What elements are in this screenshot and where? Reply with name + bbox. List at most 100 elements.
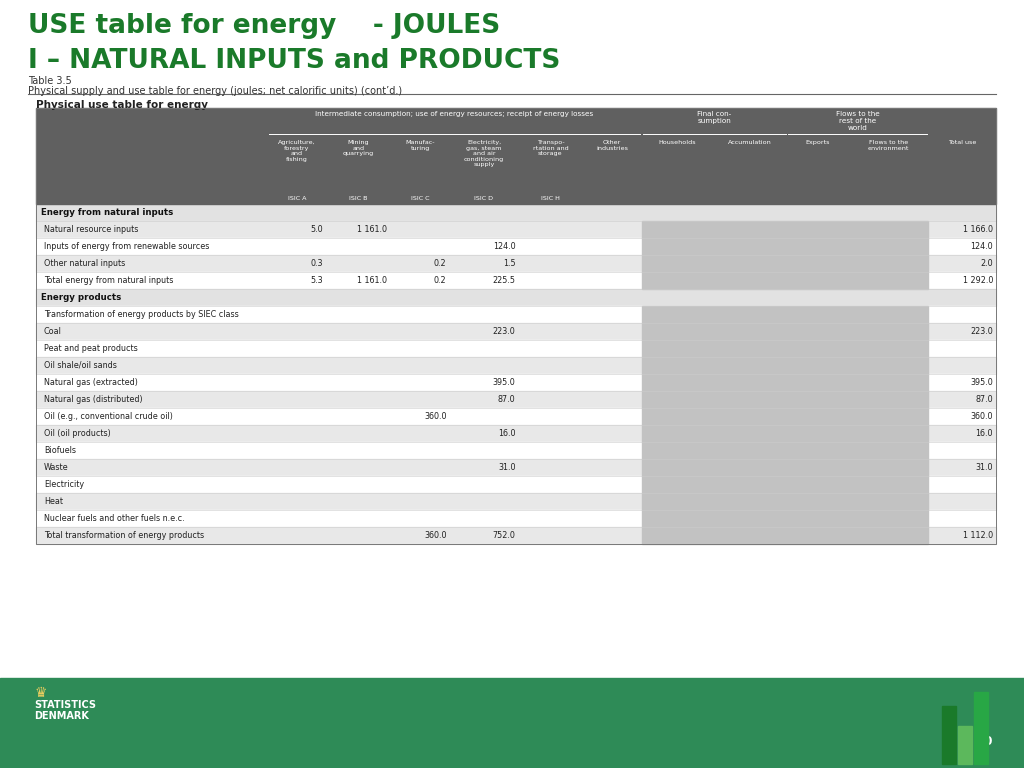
Text: Households: Households xyxy=(658,140,696,145)
Bar xyxy=(642,255,929,272)
Bar xyxy=(36,357,996,374)
Text: 223.0: 223.0 xyxy=(971,327,993,336)
Text: Electricity,
gas, steam
and air
conditioning
supply: Electricity, gas, steam and air conditio… xyxy=(464,140,504,167)
Text: 31.0: 31.0 xyxy=(976,463,993,472)
Text: Other
industries: Other industries xyxy=(596,140,628,151)
Text: 124.0: 124.0 xyxy=(971,242,993,251)
Bar xyxy=(642,323,929,340)
Text: I – NATURAL INPUTS and PRODUCTS: I – NATURAL INPUTS and PRODUCTS xyxy=(28,48,560,74)
Text: 752.0: 752.0 xyxy=(493,531,515,540)
Text: STATISTICS: STATISTICS xyxy=(34,700,96,710)
Text: Total use: Total use xyxy=(948,140,976,145)
Bar xyxy=(974,692,988,764)
Bar xyxy=(642,306,929,323)
Text: 360.0: 360.0 xyxy=(424,412,446,421)
Bar xyxy=(36,459,996,476)
Text: Energy products: Energy products xyxy=(41,293,121,302)
Text: Other natural inputs: Other natural inputs xyxy=(44,259,125,268)
Text: Table 3.5: Table 3.5 xyxy=(28,76,72,86)
Text: Flows to the
rest of the
world: Flows to the rest of the world xyxy=(836,111,880,131)
Text: Nuclear fuels and other fuels n.e.c.: Nuclear fuels and other fuels n.e.c. xyxy=(44,514,184,523)
Text: Physical supply and use table for energy (joules; net calorific units) (cont’d.): Physical supply and use table for energy… xyxy=(28,86,402,96)
Bar xyxy=(642,527,929,544)
Bar xyxy=(36,255,996,272)
Text: 1 161.0: 1 161.0 xyxy=(357,225,387,234)
Text: Intermediate consumption; use of energy resources; receipt of energy losses: Intermediate consumption; use of energy … xyxy=(315,111,594,117)
Bar xyxy=(36,108,996,544)
Text: Mining
and
quarrying: Mining and quarrying xyxy=(343,140,374,156)
Text: 87.0: 87.0 xyxy=(976,395,993,404)
Text: Physical use table for energy: Physical use table for energy xyxy=(36,100,208,110)
Text: 1 166.0: 1 166.0 xyxy=(963,225,993,234)
Bar xyxy=(36,527,996,544)
Bar xyxy=(36,425,996,442)
Text: ISIC A: ISIC A xyxy=(288,196,306,201)
Text: 0.3: 0.3 xyxy=(311,259,324,268)
Text: 124.0: 124.0 xyxy=(493,242,515,251)
Text: Manufac-
turing: Manufac- turing xyxy=(406,140,435,151)
Bar xyxy=(36,204,996,221)
Text: 10: 10 xyxy=(976,735,993,748)
Text: 16.0: 16.0 xyxy=(976,429,993,438)
Text: Oil (oil products): Oil (oil products) xyxy=(44,429,111,438)
Bar xyxy=(36,493,996,510)
Bar xyxy=(642,442,929,459)
Text: Coal: Coal xyxy=(44,327,61,336)
Text: Total energy from natural inputs: Total energy from natural inputs xyxy=(44,276,173,285)
Text: DENMARK: DENMARK xyxy=(34,711,89,721)
Bar xyxy=(642,476,929,493)
Text: Natural gas (distributed): Natural gas (distributed) xyxy=(44,395,142,404)
Text: 1.5: 1.5 xyxy=(503,259,515,268)
Bar xyxy=(36,476,996,493)
Bar xyxy=(642,391,929,408)
Bar xyxy=(36,340,996,357)
Text: Flows to the
environment: Flows to the environment xyxy=(867,140,909,151)
Bar xyxy=(36,289,996,306)
Text: Energy from natural inputs: Energy from natural inputs xyxy=(41,208,173,217)
Text: Agriculture,
forestry
and
fishing: Agriculture, forestry and fishing xyxy=(279,140,315,162)
Bar xyxy=(36,374,996,391)
Bar xyxy=(36,306,996,323)
Bar xyxy=(36,238,996,255)
Text: 223.0: 223.0 xyxy=(493,327,515,336)
Text: Transformation of energy products by SIEC class: Transformation of energy products by SIE… xyxy=(44,310,239,319)
Text: 1 161.0: 1 161.0 xyxy=(357,276,387,285)
Text: 360.0: 360.0 xyxy=(424,531,446,540)
Bar xyxy=(36,510,996,527)
Text: Natural resource inputs: Natural resource inputs xyxy=(44,225,138,234)
Text: 2.0: 2.0 xyxy=(980,259,993,268)
Bar xyxy=(642,238,929,255)
Text: 5.0: 5.0 xyxy=(311,225,324,234)
Bar xyxy=(642,221,929,238)
Text: Peat and peat products: Peat and peat products xyxy=(44,344,138,353)
Bar xyxy=(642,272,929,289)
Text: Oil (e.g., conventional crude oil): Oil (e.g., conventional crude oil) xyxy=(44,412,173,421)
Text: Biofuels: Biofuels xyxy=(44,446,76,455)
Bar xyxy=(0,678,1024,768)
Bar xyxy=(36,323,996,340)
Text: ISIC B: ISIC B xyxy=(349,196,368,201)
Text: 87.0: 87.0 xyxy=(498,395,515,404)
Bar xyxy=(36,272,996,289)
Bar xyxy=(642,408,929,425)
Text: Total transformation of energy products: Total transformation of energy products xyxy=(44,531,204,540)
Text: 5.3: 5.3 xyxy=(311,276,324,285)
Text: Exports: Exports xyxy=(805,140,829,145)
Bar xyxy=(642,493,929,510)
Bar xyxy=(642,357,929,374)
Bar xyxy=(36,442,996,459)
Text: Natural gas (extracted): Natural gas (extracted) xyxy=(44,378,138,387)
Text: ISIC D: ISIC D xyxy=(474,196,494,201)
Text: 31.0: 31.0 xyxy=(498,463,515,472)
Text: USE table for energy    - JOULES: USE table for energy - JOULES xyxy=(28,13,501,39)
Text: Transpo-
rtation and
storage: Transpo- rtation and storage xyxy=(532,140,568,156)
Text: 0.2: 0.2 xyxy=(434,259,446,268)
Text: 360.0: 360.0 xyxy=(971,412,993,421)
Text: ISIC C: ISIC C xyxy=(411,196,429,201)
Text: 395.0: 395.0 xyxy=(971,378,993,387)
Text: 395.0: 395.0 xyxy=(493,378,515,387)
Text: 225.5: 225.5 xyxy=(493,276,515,285)
Text: Accumulation: Accumulation xyxy=(728,140,772,145)
Text: 0.2: 0.2 xyxy=(434,276,446,285)
Text: Heat: Heat xyxy=(44,497,63,506)
